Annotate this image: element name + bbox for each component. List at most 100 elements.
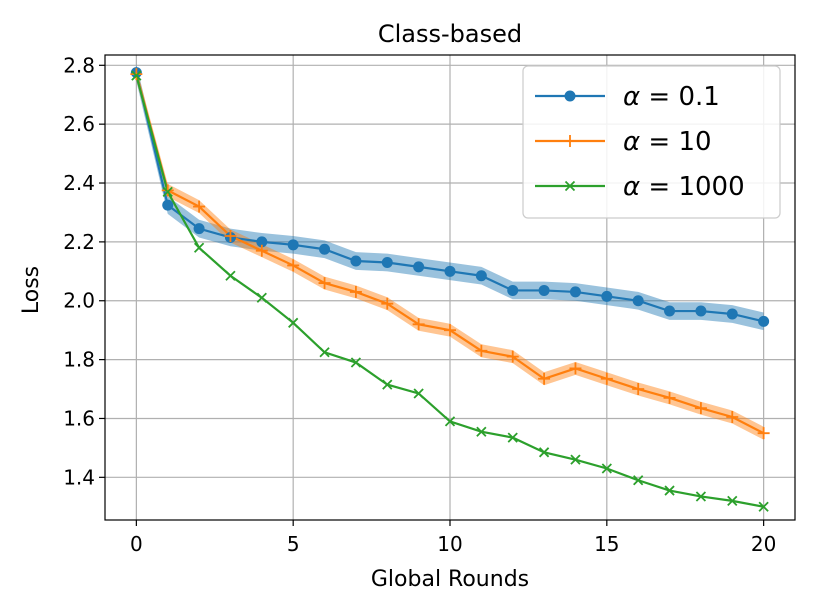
data-point [663, 391, 676, 404]
data-point [224, 229, 237, 242]
data-point [319, 347, 330, 358]
data-point [475, 344, 488, 357]
y-axis-ticks: 1.4 1.6 1.8 2.0 2.2 2.4 2.6 2.8 [63, 53, 105, 489]
x-axis-ticks: 0 5 10 15 20 [130, 520, 776, 556]
data-point [162, 186, 173, 197]
data-point [569, 286, 581, 298]
data-point [632, 295, 644, 307]
legend-entry: α = 1000 [623, 172, 745, 202]
data-point [225, 270, 236, 281]
data-point [664, 485, 675, 496]
data-point [694, 402, 707, 415]
data-point [193, 200, 206, 213]
data-point [318, 277, 331, 290]
y-tick-label: 2.2 [63, 230, 95, 254]
x-tick-label: 0 [130, 532, 143, 556]
data-point [758, 315, 770, 327]
data-point [538, 447, 550, 458]
y-tick-label: 1.8 [63, 348, 95, 372]
legend: α = 0.1α = 10α = 1000 [522, 65, 781, 219]
y-tick-label: 2.6 [63, 112, 95, 136]
data-point [507, 432, 518, 443]
legend-symbol: α [623, 172, 640, 202]
data-point [349, 285, 362, 298]
data-point [695, 491, 707, 502]
data-point [601, 463, 612, 474]
data-point [570, 454, 581, 465]
y-tick-label: 2.4 [63, 171, 95, 195]
data-point [757, 427, 770, 440]
data-point [569, 362, 582, 375]
legend-value: 0.1 [678, 82, 719, 112]
data-point [444, 416, 456, 427]
data-point [161, 184, 174, 197]
chart-title: Class-based [378, 20, 522, 48]
data-point [162, 199, 174, 211]
data-point [350, 255, 362, 267]
data-point [256, 236, 268, 248]
data-point [256, 292, 267, 303]
legend-operator: = [640, 172, 678, 202]
data-point [475, 270, 487, 282]
data-point [413, 261, 425, 273]
y-tick-label: 2.0 [63, 289, 95, 313]
data-point [287, 259, 300, 272]
y-axis-label: Loss [19, 266, 44, 314]
y-tick-label: 1.4 [63, 465, 95, 489]
data-point [506, 350, 519, 363]
data-point [632, 383, 645, 396]
y-tick-label: 1.6 [63, 406, 95, 430]
legend-operator: = [640, 127, 678, 157]
data-point [350, 357, 362, 368]
data-point [538, 372, 551, 385]
legend-box [522, 65, 781, 219]
series-markers [130, 67, 770, 512]
legend-marker [564, 90, 576, 102]
data-point [412, 318, 425, 331]
data-point [193, 223, 205, 235]
legend-entry: α = 10 [623, 127, 712, 157]
legend-entry: α = 0.1 [623, 82, 720, 112]
x-tick-label: 15 [594, 532, 619, 556]
legend-symbol: α [623, 82, 640, 112]
legend-marker [564, 180, 576, 192]
data-point [413, 388, 424, 399]
data-point [538, 284, 550, 296]
y-tick-label: 2.8 [63, 53, 95, 77]
legend-value: 1000 [678, 172, 744, 202]
data-point [381, 297, 394, 310]
series-band-0 [136, 63, 764, 331]
data-point [382, 379, 393, 390]
x-tick-label: 20 [751, 532, 776, 556]
x-tick-label: 10 [437, 532, 462, 556]
data-point [444, 324, 456, 337]
data-point [131, 70, 142, 81]
data-point [381, 256, 393, 268]
data-point [600, 372, 613, 385]
data-point [288, 317, 299, 328]
data-point [601, 290, 613, 302]
data-point [633, 475, 644, 486]
data-point [476, 426, 487, 437]
data-point [507, 284, 519, 296]
data-point [444, 265, 456, 277]
data-point [664, 305, 676, 317]
data-point [695, 305, 707, 317]
data-point [726, 410, 739, 423]
legend-marker [564, 135, 576, 147]
data-point [726, 308, 738, 320]
x-axis-label: Global Rounds [371, 567, 529, 592]
data-point [758, 501, 769, 512]
legend-value: 10 [678, 127, 711, 157]
data-point [130, 68, 143, 81]
data-point [193, 242, 205, 253]
x-tick-label: 5 [287, 532, 300, 556]
grid-lines [105, 55, 795, 520]
data-point [319, 243, 331, 255]
data-point [727, 495, 738, 507]
data-point [287, 239, 299, 251]
legend-operator: = [640, 82, 678, 112]
data-point [255, 244, 268, 257]
legend-symbol: α [623, 127, 640, 157]
